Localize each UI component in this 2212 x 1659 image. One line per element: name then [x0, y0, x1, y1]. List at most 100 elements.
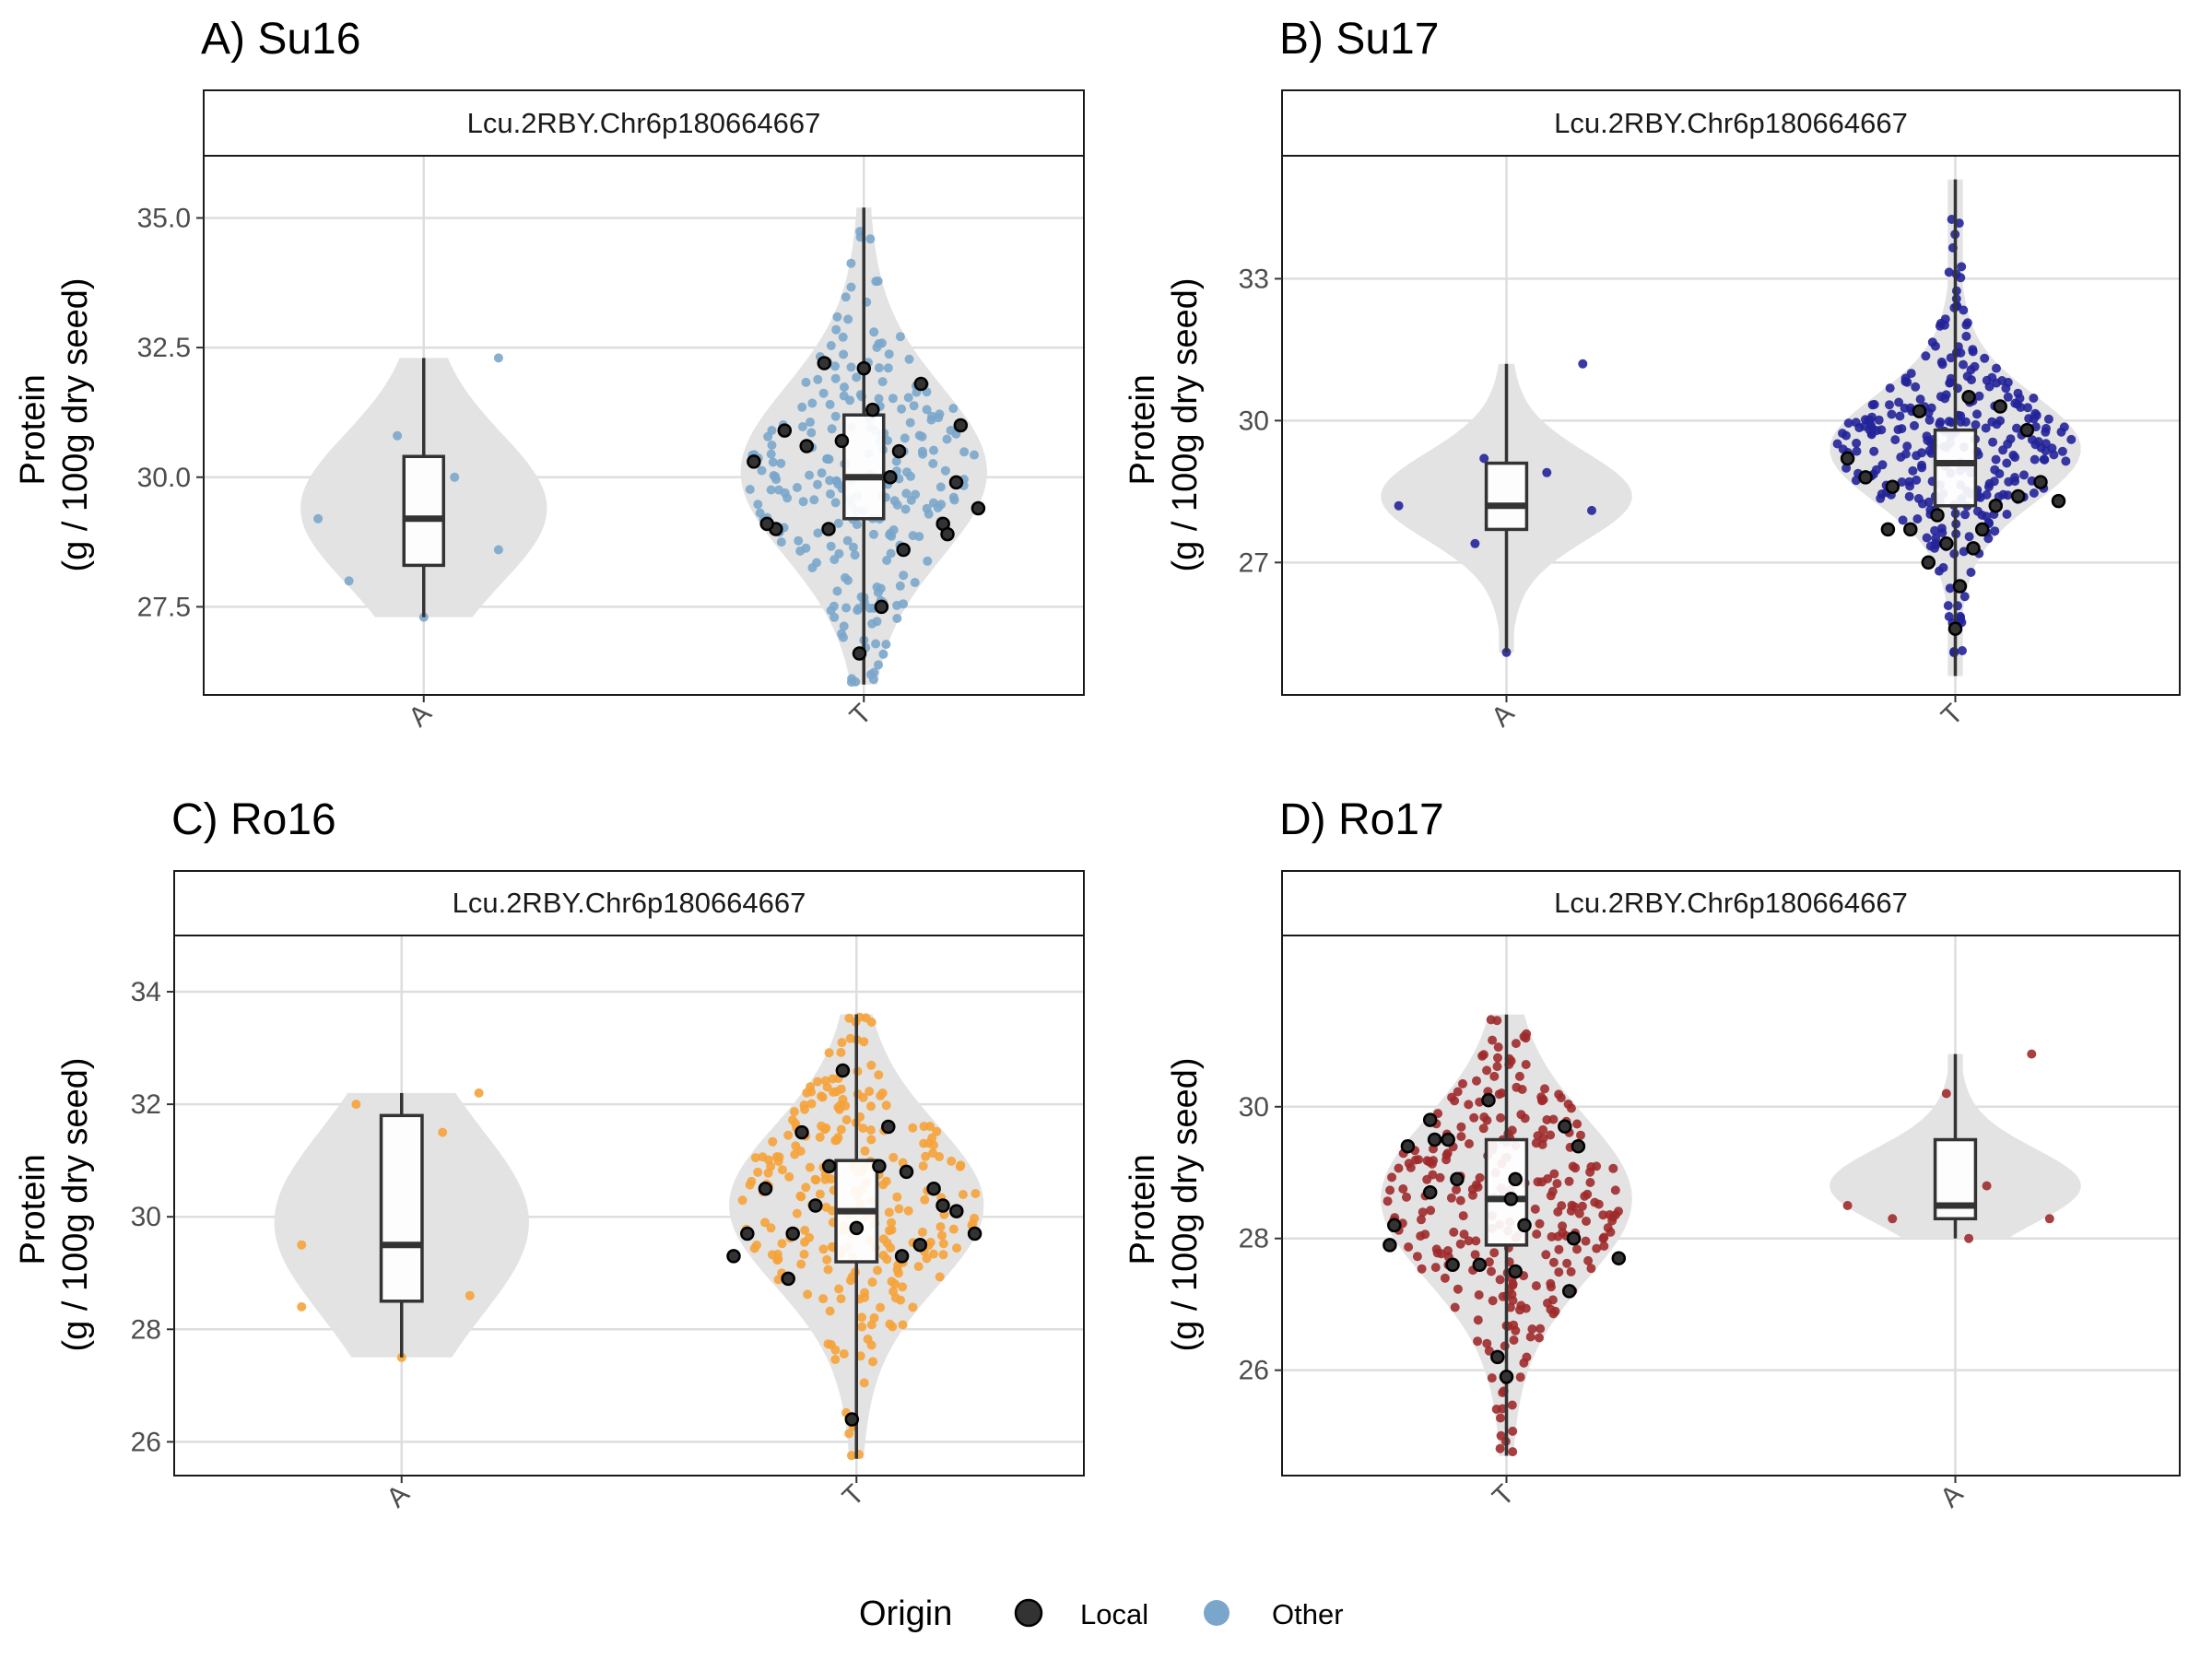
box-a [1484, 461, 1529, 532]
point-other [1542, 467, 1552, 477]
point-local [1499, 1370, 1514, 1384]
panel-title-a: A) Su16 [201, 15, 360, 64]
point-other [1488, 1296, 1498, 1306]
point-other [1495, 1443, 1505, 1453]
point-other [1962, 318, 1972, 328]
point-local [1993, 399, 2007, 414]
point-other [2066, 434, 2077, 444]
point-other [882, 556, 892, 565]
y-axis-title-line2: (g / 100g dry seed) [1166, 278, 1205, 572]
point-local [948, 475, 964, 490]
point-other [826, 1174, 836, 1184]
point-other [922, 1253, 932, 1264]
point-other [1550, 1306, 1560, 1316]
y-tick-label: 26 [1239, 1356, 1269, 1386]
strip-b: Lcu.2RBY.Chr6p180664667 [1281, 89, 2181, 157]
point-other [1496, 1413, 1505, 1423]
point-other [1930, 525, 1940, 535]
point-local [821, 1159, 837, 1174]
point-local [758, 1181, 773, 1196]
point-other [1464, 1236, 1474, 1246]
point-other [1587, 505, 1596, 515]
panel-title-b: B) Su17 [1279, 15, 1439, 64]
point-other [866, 1320, 877, 1330]
point-other [1493, 1053, 1502, 1063]
point-other [782, 493, 793, 503]
point-other [1566, 1103, 1576, 1113]
point-other [1498, 1388, 1508, 1397]
point-other [1541, 1250, 1551, 1260]
point-other [1556, 1093, 1566, 1103]
point-other [1479, 1112, 1489, 1122]
point-other [1453, 1284, 1463, 1294]
point-local [926, 1181, 941, 1196]
point-other [868, 1357, 877, 1367]
strip-a: Lcu.2RBY.Chr6p180664667 [203, 89, 1085, 157]
point-local [1508, 1264, 1523, 1279]
point-other [1517, 1085, 1527, 1094]
legend-title: Origin [859, 1594, 952, 1633]
point-other [1937, 359, 1947, 370]
point-other [935, 1222, 946, 1231]
point-other [1455, 1195, 1465, 1206]
point-other [852, 372, 862, 382]
point-other [1961, 331, 1971, 341]
point-other [1885, 400, 1894, 410]
point-other [1888, 1214, 1898, 1224]
point-other [1508, 1426, 1518, 1436]
point-other [297, 1240, 307, 1250]
point-other [970, 450, 979, 460]
point-other [1441, 1155, 1452, 1165]
point-local [1952, 579, 1968, 594]
point-local [896, 542, 911, 558]
point-other [2039, 454, 2049, 465]
point-other [904, 354, 914, 364]
panel-border [173, 935, 1085, 1477]
point-other [1496, 1112, 1506, 1123]
point-other [1406, 1162, 1416, 1172]
point-other [1959, 305, 1969, 315]
point-other [1897, 477, 1907, 487]
point-other [2049, 450, 2059, 460]
point-other [2012, 399, 2022, 409]
point-other [1865, 415, 1875, 425]
point-other [1917, 460, 1926, 470]
point-other [1990, 526, 2000, 536]
point-other [796, 1192, 806, 1202]
point-other [1984, 382, 1994, 392]
point-other [918, 1161, 928, 1171]
point-local [1441, 1132, 1455, 1147]
point-other [2003, 392, 2013, 402]
point-local [1503, 1192, 1519, 1206]
point-other [1956, 273, 1966, 283]
point-local [971, 500, 986, 516]
point-local [935, 1198, 950, 1213]
point-other [1974, 391, 1984, 401]
point-other [1994, 469, 2005, 478]
point-other [824, 1048, 834, 1058]
point-other [938, 1239, 948, 1249]
point-other [493, 353, 503, 363]
point-other [873, 276, 883, 286]
point-other [845, 1033, 855, 1043]
point-other [798, 497, 808, 507]
point-other [1887, 409, 1897, 419]
point-other [892, 1192, 902, 1202]
point-other [884, 349, 894, 359]
point-other [1469, 1112, 1479, 1123]
point-other [921, 1151, 931, 1161]
point-other [806, 1099, 817, 1109]
point-local [1558, 1119, 1572, 1134]
point-other [806, 1087, 817, 1097]
point-other [1478, 1124, 1488, 1134]
point-other [887, 1218, 897, 1228]
point-other [865, 234, 876, 244]
point-other [883, 363, 893, 373]
point-other [790, 1149, 800, 1159]
point-other [836, 1084, 846, 1094]
point-other [2019, 470, 2029, 480]
point-other [836, 1294, 846, 1304]
point-other [895, 332, 905, 342]
point-other [877, 338, 887, 348]
point-other [1852, 446, 1862, 456]
